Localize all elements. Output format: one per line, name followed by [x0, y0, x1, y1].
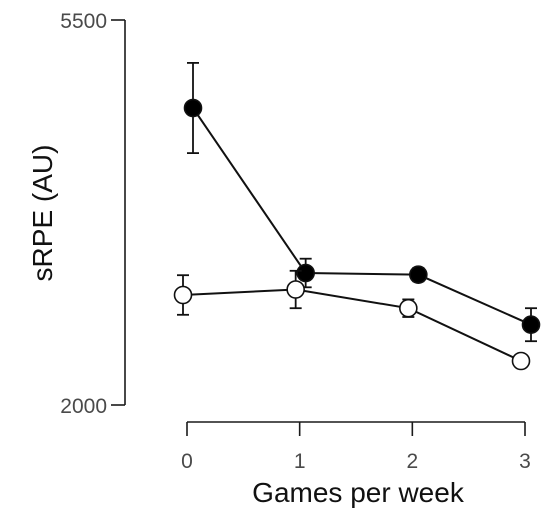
plot-area [173, 62, 541, 371]
series-1 [183, 62, 541, 343]
data-point [511, 351, 531, 371]
x-tick-label: 2 [406, 450, 418, 473]
series-line [192, 107, 532, 326]
x-axis-label: Games per week [252, 477, 465, 508]
data-point [173, 285, 193, 305]
data-point [183, 98, 203, 118]
data-point [296, 263, 315, 283]
y-axis: 5500 2000 sRPE (AU) [27, 10, 126, 418]
x-tick-label: 3 [519, 450, 531, 473]
x-tick-label: 1 [294, 450, 306, 473]
data-point [409, 265, 428, 284]
data-point [521, 315, 541, 335]
data-point [286, 280, 305, 299]
y-axis-label: sRPE (AU) [27, 145, 58, 282]
data-point [399, 298, 418, 318]
x-ticks: 0 1 2 3 [181, 422, 531, 473]
y-tick-label-bottom: 2000 [60, 395, 107, 418]
series-2 [173, 269, 531, 371]
series-line [182, 288, 522, 362]
y-tick-label-top: 5500 [60, 10, 107, 33]
x-axis: 0 1 2 3 Games per week [181, 421, 531, 508]
x-tick-label: 0 [181, 450, 193, 473]
